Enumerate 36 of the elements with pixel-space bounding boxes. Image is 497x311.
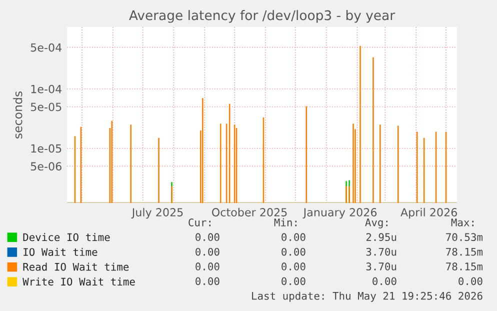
text: 0.00 bbox=[196, 262, 220, 270]
text: 0.00 bbox=[282, 262, 306, 270]
text: 0.00 bbox=[372, 277, 396, 286]
text: 70.53m bbox=[446, 233, 483, 242]
text: Max: bbox=[451, 218, 474, 226]
legend-label: Read IO Wait time bbox=[23, 262, 129, 271]
x-tick-label: January 2026 bbox=[302, 208, 377, 219]
y-tick-label: 5e-05 bbox=[30, 102, 62, 112]
y-tick-label: 5e-06 bbox=[30, 162, 62, 171]
x-tick-label: April 2026 bbox=[400, 208, 457, 219]
chart-title: Average latency for /dev/loop3 - by year bbox=[129, 10, 396, 23]
y-tick-label: 1e-05 bbox=[31, 144, 62, 153]
text: 78.15m bbox=[446, 262, 483, 270]
legend-label: IO Wait time bbox=[24, 248, 98, 256]
text: Last update: Thu May 21 19:25:46 2026 bbox=[252, 292, 482, 302]
legend-label: Device IO time bbox=[23, 233, 110, 242]
text: Min: bbox=[274, 218, 296, 226]
x-tick-label: July 2025 bbox=[131, 208, 183, 219]
text: 0.00 bbox=[196, 233, 220, 242]
text: Cur: bbox=[188, 218, 210, 226]
text: 0.00 bbox=[196, 277, 220, 286]
legend-label: Write IO Wait time bbox=[22, 278, 135, 286]
text: 0.00 bbox=[282, 277, 306, 286]
text: 2.95u bbox=[366, 233, 396, 242]
text: 0.00 bbox=[282, 248, 306, 256]
text: Avg: bbox=[365, 218, 388, 228]
text: 0.00 bbox=[282, 233, 306, 242]
y-tick-label: 5e-04 bbox=[30, 43, 62, 52]
text: 0.00 bbox=[458, 277, 482, 286]
x-tick-label: October 2025 bbox=[212, 208, 287, 216]
text: 3.70u bbox=[366, 248, 396, 256]
text: 3.70u bbox=[366, 262, 396, 270]
y-tick-label: 1e-04 bbox=[31, 84, 62, 94]
y-axis-title: seconds bbox=[13, 91, 22, 138]
text: 0.00 bbox=[196, 248, 220, 256]
text: 78.15m bbox=[446, 248, 483, 256]
